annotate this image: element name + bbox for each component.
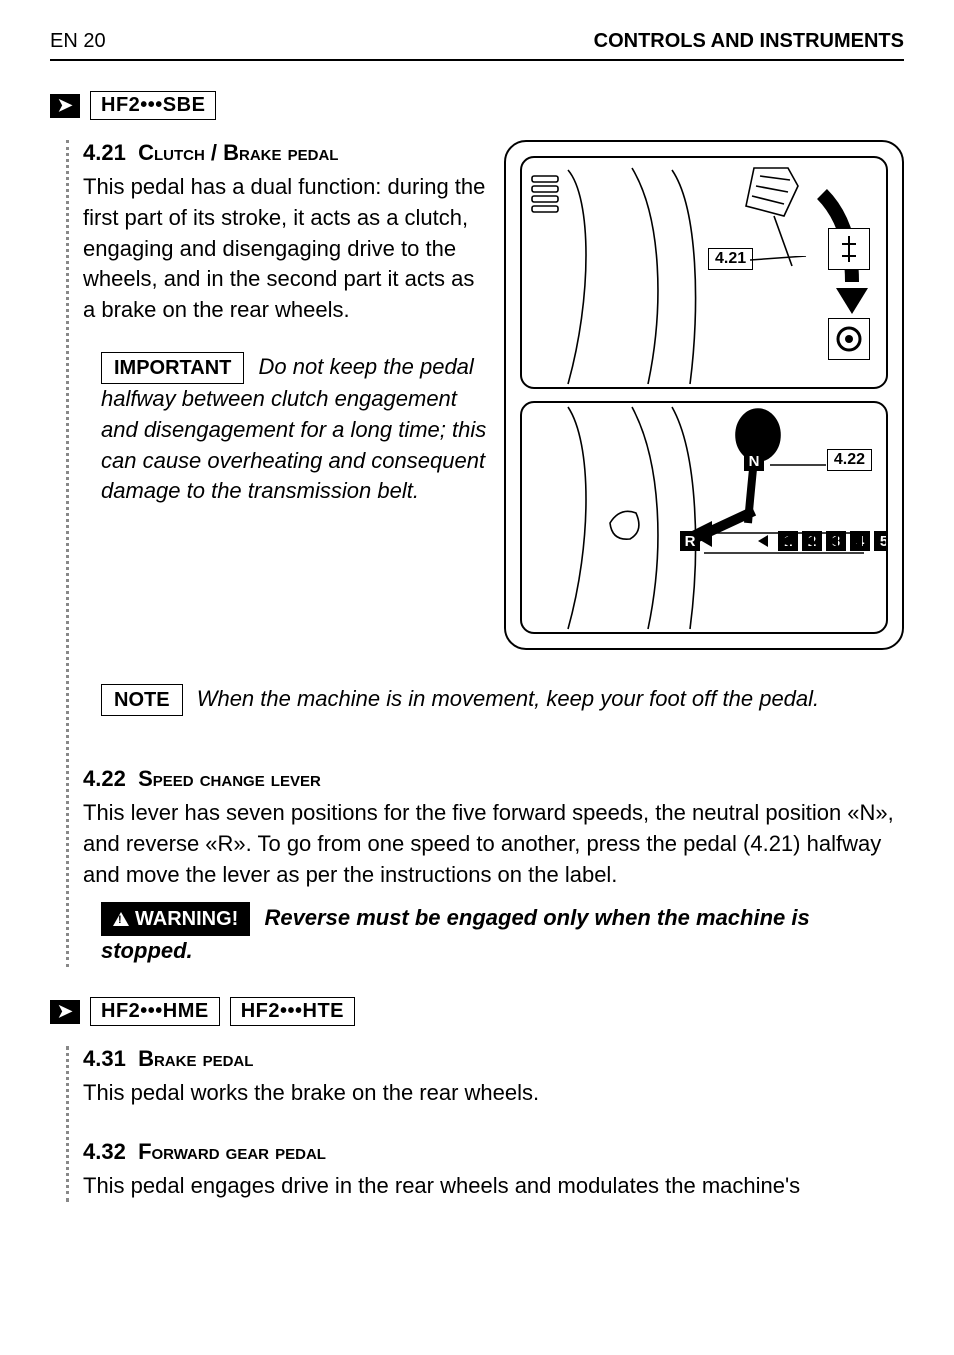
arrow-icon: ➤: [50, 94, 80, 118]
pointer-line-421: [750, 256, 820, 276]
figure-gear-lever: N 4.22 R 1 2 3 4 5: [520, 401, 888, 634]
section-432-title: 4.32 Forward gear pedal: [83, 1139, 904, 1165]
content-sbe: 4.21 Clutch / Brake pedal This pedal has…: [66, 140, 904, 967]
warning-label-text: WARNING!: [135, 908, 238, 930]
model-label-hme: HF2•••HME: [90, 997, 220, 1026]
section-431-title: 4.31 Brake pedal: [83, 1046, 904, 1072]
important-callout: IMPORTANT Do not keep the pedal halfway …: [101, 352, 490, 507]
section-heading: Brake pedal: [138, 1046, 253, 1071]
content-hme-hte: 4.31 Brake pedal This pedal works the br…: [66, 1046, 904, 1202]
section-422-title: 4.22 Speed change lever: [83, 766, 904, 792]
figure-pedal: 4.21: [520, 156, 888, 389]
warning-triangle-icon: [113, 912, 129, 926]
model-row-hme-hte: ➤ HF2•••HME HF2•••HTE: [50, 997, 904, 1026]
figure-label-421: 4.21: [708, 248, 753, 270]
section-number: 4.32: [83, 1139, 126, 1164]
gear-sketch-svg: [522, 403, 888, 633]
gear-neutral: N: [744, 451, 764, 471]
section-422-body: This lever has seven positions for the f…: [83, 798, 904, 890]
arrow-icon: ➤: [50, 1000, 80, 1024]
important-label: IMPORTANT: [101, 352, 244, 384]
warning-label: WARNING!: [101, 902, 250, 936]
gear-reverse: R: [680, 531, 700, 551]
note-callout: NOTE When the machine is in movement, ke…: [101, 684, 904, 716]
section-432-body: This pedal engages drive in the rear whe…: [83, 1171, 904, 1202]
page-number: EN 20: [50, 30, 106, 53]
section-number: 4.22: [83, 766, 126, 791]
model-label-sbe: HF2•••SBE: [90, 91, 216, 120]
section-heading: Forward gear pedal: [138, 1139, 326, 1164]
section-431-body: This pedal works the brake on the rear w…: [83, 1078, 904, 1109]
chapter-title: CONTROLS AND INSTRUMENTS: [594, 30, 904, 53]
gear-step-arrows: [758, 533, 888, 553]
section-number: 4.31: [83, 1046, 126, 1071]
model-label-hte: HF2•••HTE: [230, 997, 355, 1026]
section-heading: Speed change lever: [138, 766, 321, 791]
warning-callout: WARNING! Reverse must be engaged only wh…: [101, 902, 904, 967]
model-row-sbe: ➤ HF2•••SBE: [50, 91, 904, 120]
brake-icon: [828, 228, 870, 270]
section-number: 4.21: [83, 140, 126, 165]
figure-panel: 4.21: [504, 140, 904, 650]
section-421-title: 4.21 Clutch / Brake pedal: [83, 140, 490, 166]
wheel-icon: [828, 318, 870, 360]
section-heading: Clutch / Brake pedal: [138, 140, 338, 165]
note-text: When the machine is in movement, keep yo…: [197, 686, 819, 711]
note-label: NOTE: [101, 684, 183, 716]
section-421-body: This pedal has a dual function: during t…: [83, 172, 490, 326]
figure-label-422: 4.22: [827, 449, 872, 471]
page-header: EN 20 CONTROLS AND INSTRUMENTS: [50, 30, 904, 61]
